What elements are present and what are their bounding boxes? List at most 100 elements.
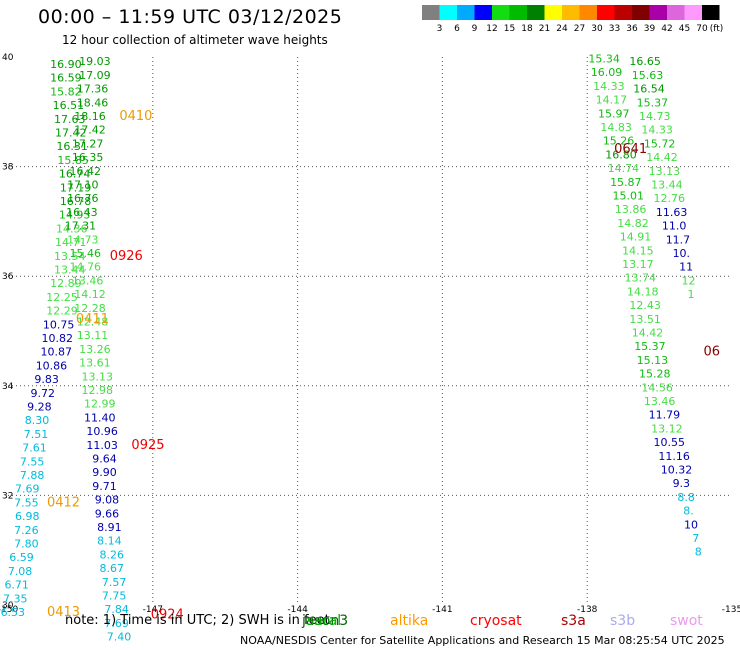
wave-height-value: 7.69 bbox=[15, 483, 40, 496]
track-time-label: 0926 bbox=[110, 249, 143, 264]
wave-height-value: 17.36 bbox=[77, 83, 109, 96]
colorbar-tick-label: 9 bbox=[472, 24, 478, 34]
wave-height-value: 9.90 bbox=[92, 466, 117, 479]
wave-height-value: 14.82 bbox=[617, 217, 649, 230]
wave-height-value: 9.71 bbox=[92, 480, 117, 493]
wave-height-value: 11.7 bbox=[666, 233, 691, 246]
wave-height-value: 9.08 bbox=[95, 494, 120, 507]
wave-height-value: 7.08 bbox=[8, 565, 33, 578]
wave-height-value: 11 bbox=[679, 261, 693, 274]
wave-height-value: 14.42 bbox=[632, 326, 664, 339]
wave-height-value: 7.35 bbox=[3, 592, 28, 605]
colorbar-tick-label: 36 bbox=[626, 24, 638, 34]
wave-height-value: 17.31 bbox=[65, 220, 97, 233]
wave-height-value: 7.88 bbox=[20, 469, 45, 482]
track-time-label: 0412 bbox=[47, 495, 80, 510]
track-time-label: 0925 bbox=[131, 438, 164, 453]
colorbar-tick-label: 45 bbox=[679, 24, 690, 34]
wave-height-value: 12.98 bbox=[82, 384, 114, 397]
wave-height-value: 14.36 bbox=[56, 222, 88, 235]
wave-height-value: 9.72 bbox=[31, 387, 56, 400]
wave-height-value: 7.55 bbox=[14, 496, 39, 509]
wave-height-value: 13.44 bbox=[54, 263, 86, 276]
wave-height-value: 10.87 bbox=[41, 346, 73, 359]
wave-height-value: 8 bbox=[695, 546, 702, 559]
wave-height-value: 13.61 bbox=[79, 357, 111, 370]
wave-height-value: 16.76 bbox=[67, 192, 99, 205]
wave-height-value: 8.30 bbox=[25, 414, 50, 427]
wave-height-value: 19.03 bbox=[79, 55, 111, 68]
wave-height-value: 16.59 bbox=[50, 72, 82, 85]
legend-swot: swot bbox=[670, 613, 703, 629]
colorbar-swatch bbox=[597, 5, 615, 20]
wave-height-value: 16.51 bbox=[53, 99, 85, 112]
colorbar-swatch bbox=[527, 5, 545, 20]
colorbar-tick-label: 27 bbox=[574, 24, 585, 34]
colorbar-tick-label: 6 bbox=[454, 24, 460, 34]
track-time-label: 0411 bbox=[76, 312, 109, 327]
wave-height-value: 15.37 bbox=[637, 96, 669, 109]
wave-height-value: 16.09 bbox=[591, 66, 623, 79]
wave-height-value: 8.14 bbox=[97, 535, 122, 548]
wave-height-value: 16.31 bbox=[56, 140, 88, 153]
wave-height-value: 13.12 bbox=[651, 422, 683, 435]
wave-height-value: 17.42 bbox=[55, 126, 87, 139]
wave-height-value: 7.40 bbox=[107, 631, 132, 644]
colorbar-swatch bbox=[422, 5, 440, 20]
colorbar-unit-label: (ft) bbox=[710, 24, 724, 34]
y-tick-label: 40 bbox=[2, 53, 14, 63]
wave-height-value: 14.93 bbox=[59, 209, 91, 222]
colorbar-swatch bbox=[667, 5, 685, 20]
wave-height-value: 12.28 bbox=[74, 302, 106, 315]
wave-height-value: 14.12 bbox=[74, 288, 106, 301]
colorbar-swatch bbox=[492, 5, 510, 20]
colorbar-tick-label: 33 bbox=[609, 24, 620, 34]
wave-height-value: 10.75 bbox=[43, 318, 75, 331]
y-tick-label: 32 bbox=[2, 491, 13, 501]
wave-height-value: 12.25 bbox=[46, 291, 78, 304]
wave-height-value: 16.43 bbox=[66, 206, 98, 219]
wave-height-value: 11.79 bbox=[649, 409, 681, 422]
wave-height-value: 16.90 bbox=[50, 58, 82, 71]
wave-height-value: 13.46 bbox=[72, 274, 104, 287]
wave-height-value: 17.27 bbox=[72, 137, 104, 150]
wave-height-value: 6.98 bbox=[15, 510, 40, 523]
wave-height-value: 7 bbox=[692, 532, 699, 545]
wave-height-value: 14.42 bbox=[646, 151, 678, 164]
wave-height-value: 7.61 bbox=[22, 442, 47, 455]
wave-height-value: 7.26 bbox=[14, 524, 39, 537]
wave-height-value: 18.16 bbox=[74, 110, 106, 123]
wave-height-value: 15.87 bbox=[610, 176, 642, 189]
wave-height-value: 12.48 bbox=[77, 316, 109, 329]
wave-height-value: 10. bbox=[673, 247, 691, 260]
colorbar-tick-label: 30 bbox=[591, 24, 603, 34]
colorbar-swatch bbox=[632, 5, 650, 20]
colorbar-swatch bbox=[544, 5, 562, 20]
wave-height-value: 14.33 bbox=[593, 80, 625, 93]
satellite-legend: jason3 saral altika cryosat s3a s3b swot bbox=[0, 613, 740, 631]
colorbar-swatch bbox=[579, 5, 597, 20]
wave-height-value: 10 bbox=[684, 518, 698, 531]
colorbar-tick-label: 15 bbox=[504, 24, 515, 34]
chart-title: 00:00 – 11:59 UTC 03/12/2025 bbox=[38, 6, 343, 28]
wave-height-value: 12.89 bbox=[50, 277, 82, 290]
wave-height-value: 12.99 bbox=[84, 398, 116, 411]
wave-height-value: 11.63 bbox=[656, 206, 688, 219]
wave-height-value: 8.67 bbox=[100, 562, 125, 575]
wave-height-value: 16.54 bbox=[633, 83, 665, 96]
note-text: note: 1) Time is in UTC; 2) SWH is in fe… bbox=[65, 613, 330, 628]
wave-height-value: 13.54 bbox=[54, 250, 86, 263]
legend-altika: altika bbox=[390, 613, 429, 629]
wave-height-value: 14.18 bbox=[627, 285, 659, 298]
wave-height-value: 12 bbox=[682, 274, 696, 287]
wave-height-value: 8. bbox=[683, 505, 694, 518]
colorbar-swatch bbox=[509, 5, 527, 20]
y-tick-label: 36 bbox=[2, 272, 14, 282]
wave-height-value: 12.76 bbox=[654, 192, 686, 205]
track-time-label: 0410 bbox=[119, 109, 152, 124]
colorbar-tick-label: 18 bbox=[521, 24, 533, 34]
wave-height-value: 13.46 bbox=[644, 395, 676, 408]
wave-height-value: 10.96 bbox=[86, 425, 118, 438]
wave-height-value: 15.82 bbox=[50, 85, 82, 98]
wave-height-value: 14.83 bbox=[600, 121, 632, 134]
